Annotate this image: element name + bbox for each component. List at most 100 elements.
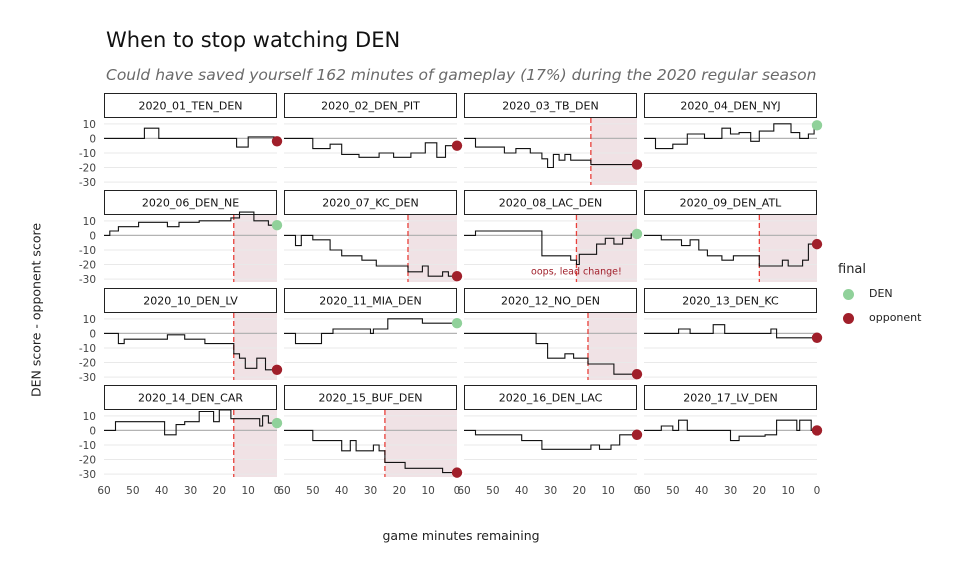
y-tick-label: -20 (79, 163, 96, 175)
final-score-point (631, 368, 643, 380)
score-line (464, 429, 637, 450)
facet-strip (644, 93, 817, 118)
facet-strip (104, 288, 277, 313)
y-tick-label: 0 (89, 230, 96, 242)
facet-strip-label: 2020_17_LV_DEN (683, 392, 778, 405)
x-axis-label: game minutes remaining (382, 528, 540, 543)
facet-strip (464, 190, 637, 215)
final-score-point (271, 219, 283, 231)
cutoff-shade (587, 313, 637, 380)
facet-strip (104, 190, 277, 215)
facet-strip-label: 2020_12_NO_DEN (501, 295, 600, 308)
y-tick-label: -10 (79, 343, 96, 355)
final-score-point (631, 429, 643, 440)
score-line (644, 419, 817, 442)
final-score-point (811, 425, 823, 436)
x-tick-label: 30 (364, 485, 377, 497)
final-score-point (631, 159, 643, 170)
x-tick-label: 60 (637, 485, 650, 497)
final-score-point (451, 467, 463, 478)
facet-strip-label: 2020_16_DEN_LAC (499, 392, 603, 405)
x-tick-label: 10 (421, 485, 434, 497)
x-tick-label: 40 (515, 485, 528, 497)
final-score-point (271, 364, 283, 376)
facet-strip (284, 288, 457, 313)
x-tick-label: 50 (126, 485, 139, 497)
x-tick-label: 60 (277, 485, 290, 497)
cutoff-shade (576, 215, 637, 282)
x-tick-label: 50 (306, 485, 319, 497)
facet-strip (284, 190, 457, 215)
facet-strip-label: 2020_11_MIA_DEN (319, 295, 421, 308)
y-tick-label: 0 (89, 425, 96, 437)
x-tick-label: 60 (97, 485, 110, 497)
score-line (284, 137, 457, 158)
x-tick-label: 40 (695, 485, 708, 497)
final-score-point (811, 332, 823, 343)
y-axis-label: DEN score - opponent score (28, 222, 44, 398)
score-line (104, 409, 277, 436)
facet-strip (644, 288, 817, 313)
cutoff-shade (233, 410, 277, 477)
cutoff-shade (384, 410, 457, 477)
x-tick-label: 60 (457, 485, 470, 497)
facet-strip-label: 2020_04_DEN_NYJ (680, 100, 780, 113)
x-tick-label: 20 (393, 485, 406, 497)
cutoff-shade (590, 118, 637, 185)
x-tick-label: 0 (454, 485, 461, 497)
cutoff-shade (233, 215, 277, 282)
facet-strip-label: 2020_06_DEN_NE (142, 197, 239, 210)
y-tick-label: 10 (83, 411, 96, 423)
y-tick-label: 10 (83, 314, 96, 326)
x-tick-label: 20 (573, 485, 586, 497)
y-tick-label: -10 (79, 148, 96, 160)
chart-subtitle: Could have saved yourself 162 minutes of… (106, 66, 817, 84)
cutoff-shade (407, 215, 457, 282)
score-line (284, 429, 457, 474)
final-score-point (451, 270, 463, 282)
y-tick-label: -20 (79, 358, 96, 370)
facet-strip-label: 2020_13_DEN_KC (682, 295, 779, 308)
y-tick-label: -10 (79, 440, 96, 452)
x-tick-label: 50 (486, 485, 499, 497)
score-line (104, 211, 277, 236)
score-line (464, 137, 637, 169)
facet-strip-label: 2020_08_LAC_DEN (499, 197, 603, 210)
legend-opponent-swatch (843, 313, 854, 324)
score-line (464, 332, 637, 375)
y-tick-label: -20 (79, 455, 96, 467)
score-line (644, 123, 817, 150)
y-tick-label: 10 (83, 119, 96, 131)
x-tick-label: 20 (213, 485, 226, 497)
facet-strip-label: 2020_07_KC_DEN (322, 197, 418, 210)
final-score-point (811, 238, 823, 250)
legend-den-label: DEN (869, 287, 893, 300)
facet-strip (284, 93, 457, 118)
x-tick-label: 0 (274, 485, 281, 497)
facet-strip (464, 385, 637, 410)
annotation-text: oops, lead change! (531, 266, 622, 277)
y-tick-label: -30 (79, 469, 96, 481)
y-tick-label: -30 (79, 274, 96, 286)
y-tick-label: 0 (89, 133, 96, 145)
y-tick-label: -10 (79, 245, 96, 257)
facet-strip-label: 2020_09_DEN_ATL (680, 197, 783, 210)
x-tick-label: 0 (814, 485, 821, 497)
x-tick-label: 30 (724, 485, 737, 497)
x-tick-label: 10 (241, 485, 254, 497)
x-tick-label: 20 (753, 485, 766, 497)
facet-strip (464, 288, 637, 313)
chart-title: When to stop watching DEN (106, 28, 401, 52)
x-tick-label: 30 (184, 485, 197, 497)
score-line (464, 230, 637, 266)
facet-strip (644, 190, 817, 215)
x-tick-label: 10 (781, 485, 794, 497)
facet-strip-label: 2020_03_TB_DEN (502, 100, 598, 113)
x-tick-label: 40 (155, 485, 168, 497)
facet-strip (104, 385, 277, 410)
facet-strip-label: 2020_10_DEN_LV (143, 295, 238, 308)
final-score-point (271, 417, 283, 429)
facet-strip-label: 2020_15_BUF_DEN (318, 392, 422, 405)
final-score-point (451, 317, 463, 329)
facet-strip-label: 2020_02_DEN_PIT (321, 100, 420, 113)
